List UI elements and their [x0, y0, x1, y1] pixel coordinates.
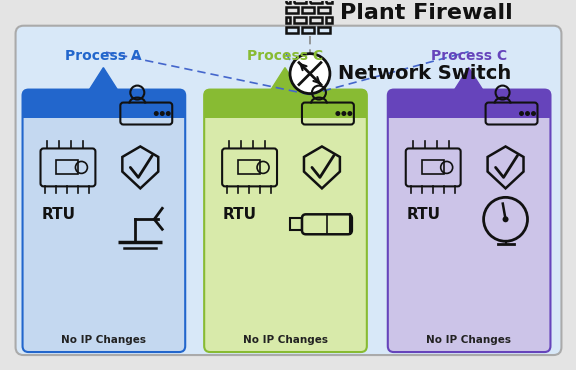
Text: No IP Changes: No IP Changes	[426, 335, 511, 345]
Bar	[388, 104, 551, 118]
FancyBboxPatch shape	[22, 90, 185, 118]
Circle shape	[531, 111, 536, 116]
Bar	[286, 0, 290, 3]
Bar	[290, 218, 302, 230]
FancyBboxPatch shape	[204, 90, 367, 118]
Circle shape	[166, 111, 170, 116]
Circle shape	[502, 216, 509, 222]
Text: RTU: RTU	[223, 207, 257, 222]
Circle shape	[342, 111, 346, 116]
Bar	[326, 0, 332, 3]
Bar	[294, 0, 306, 3]
Polygon shape	[454, 68, 483, 90]
Bar	[286, 27, 298, 33]
Text: RTU: RTU	[41, 207, 75, 222]
Text: Network Switch: Network Switch	[338, 64, 511, 83]
Circle shape	[525, 111, 530, 116]
Text: No IP Changes: No IP Changes	[242, 335, 328, 345]
Circle shape	[154, 111, 159, 116]
Bar	[422, 161, 444, 174]
Text: ICS Security
Appliance: ICS Security Appliance	[31, 93, 77, 114]
Circle shape	[519, 111, 524, 116]
Text: No IP Changes: No IP Changes	[61, 335, 146, 345]
Bar	[56, 161, 78, 174]
Bar	[326, 17, 332, 23]
Circle shape	[160, 111, 165, 116]
FancyBboxPatch shape	[16, 26, 562, 355]
Text: ICS Security
Appliance: ICS Security Appliance	[396, 93, 442, 114]
Circle shape	[347, 111, 353, 116]
Polygon shape	[271, 68, 299, 90]
Text: ICS Security
Appliance: ICS Security Appliance	[212, 93, 258, 114]
Bar	[294, 17, 306, 23]
Bar	[204, 104, 367, 118]
Bar	[310, 17, 322, 23]
Text: Process A: Process A	[65, 48, 142, 63]
Bar	[318, 27, 330, 33]
FancyBboxPatch shape	[388, 90, 551, 118]
FancyBboxPatch shape	[388, 90, 551, 352]
Text: Process C: Process C	[247, 48, 323, 63]
Bar	[302, 27, 314, 33]
FancyBboxPatch shape	[22, 90, 185, 352]
Bar	[318, 7, 330, 13]
Bar	[302, 7, 314, 13]
FancyBboxPatch shape	[204, 90, 367, 352]
Text: Process C: Process C	[431, 48, 507, 63]
Bar	[22, 104, 185, 118]
Circle shape	[290, 54, 330, 94]
Text: Plant Firewall: Plant Firewall	[340, 3, 513, 23]
Bar	[286, 17, 290, 23]
Bar	[286, 7, 298, 13]
Circle shape	[335, 111, 340, 116]
Bar	[238, 161, 260, 174]
Bar	[310, 0, 322, 3]
Polygon shape	[89, 68, 118, 90]
Text: RTU: RTU	[407, 207, 441, 222]
